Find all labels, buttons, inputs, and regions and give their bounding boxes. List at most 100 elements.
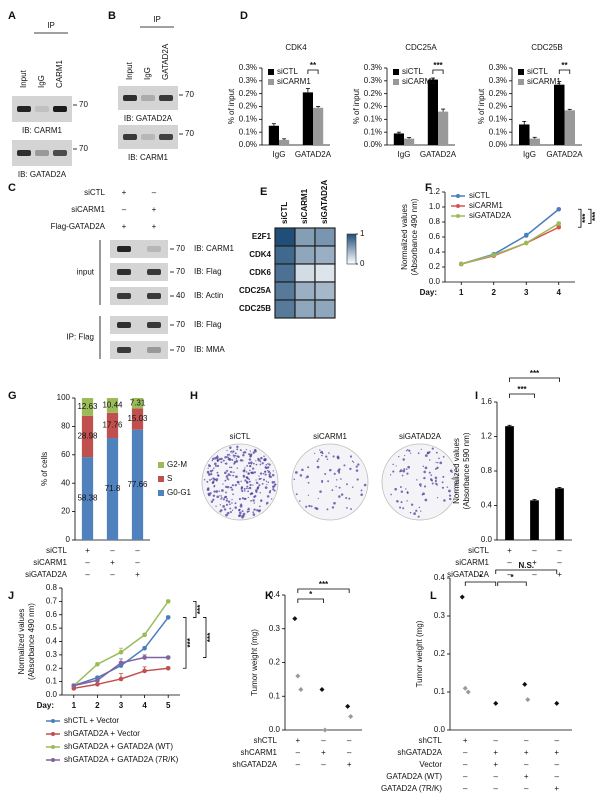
x-tick-label: IgG — [523, 150, 536, 159]
condition-sign: + — [135, 570, 140, 579]
blot — [110, 240, 168, 258]
sig-bracket — [464, 581, 497, 586]
row-label: CDK6 — [249, 268, 271, 277]
point — [523, 240, 529, 246]
colony — [420, 485, 422, 488]
x-tick-label: 1 — [72, 701, 77, 710]
point — [523, 233, 529, 238]
condition-sign: + — [493, 748, 498, 757]
colony — [216, 464, 220, 468]
bar — [529, 138, 540, 145]
condition-sign: – — [135, 546, 140, 555]
colony — [260, 499, 263, 502]
colony — [238, 497, 241, 501]
sig-bracket — [432, 69, 444, 74]
colony — [224, 456, 227, 459]
colony — [268, 470, 271, 473]
lane-label: Input — [125, 61, 134, 80]
y-axis-label: Normalized values — [452, 438, 461, 504]
colony — [428, 471, 431, 474]
colony — [402, 458, 405, 461]
heat-cell — [294, 245, 316, 265]
colony — [234, 502, 237, 505]
colony — [399, 506, 402, 509]
y-tick-label: 0.2 — [429, 262, 441, 271]
condition-name: GATAD2A (7R/K) — [381, 784, 442, 793]
bar — [519, 124, 530, 145]
colony — [255, 479, 257, 481]
colony — [240, 480, 242, 483]
legend-swatch — [518, 69, 524, 75]
colony — [268, 463, 271, 466]
point — [118, 649, 124, 655]
colony — [262, 472, 265, 475]
y-tick-label: 0.1% — [489, 127, 507, 136]
colony — [316, 465, 320, 469]
sig-label: *** — [196, 604, 205, 614]
y-tick-label: 0.1% — [364, 127, 382, 136]
colony — [244, 467, 246, 469]
colony — [238, 481, 240, 483]
panel-letter: K — [265, 590, 273, 602]
y-tick-label: 0.0% — [489, 140, 507, 149]
heat-cell — [314, 281, 336, 301]
bar-segment — [131, 408, 144, 430]
heat-cell — [274, 281, 296, 301]
colony — [258, 477, 261, 481]
colony — [252, 484, 254, 486]
colony — [418, 506, 421, 509]
value-label: 15.03 — [127, 414, 148, 423]
heat-cell — [314, 263, 336, 283]
row-label: E2F1 — [252, 232, 272, 241]
condition-sign: + — [347, 760, 352, 769]
colony — [423, 485, 427, 488]
x-tick-label: GATAD2A — [420, 150, 457, 159]
colony — [246, 481, 249, 484]
band — [17, 150, 31, 156]
point — [95, 677, 100, 683]
colony — [336, 479, 338, 481]
y-tick-label: 0.5 — [46, 623, 58, 632]
heat-cell — [274, 299, 296, 319]
condition-sign: – — [463, 760, 468, 769]
colony — [340, 478, 342, 480]
condition-sign: + — [321, 748, 326, 757]
colony — [315, 507, 319, 511]
plate-label: siCTL — [230, 432, 251, 441]
colony — [219, 504, 222, 506]
colony — [333, 472, 336, 475]
colony — [335, 485, 337, 488]
point — [142, 632, 147, 638]
legend-marker — [456, 204, 460, 208]
y-tick-label: 0.2% — [489, 102, 507, 111]
colony — [211, 469, 214, 471]
x-tick-label: 4 — [142, 701, 147, 710]
colony — [219, 510, 222, 513]
condition-sign: + — [524, 748, 529, 757]
colony — [226, 449, 228, 452]
sig-bracket — [183, 617, 187, 669]
colony — [255, 460, 257, 462]
colony — [424, 498, 428, 502]
colony — [243, 490, 246, 492]
colony — [216, 471, 219, 474]
colony — [253, 508, 256, 511]
point — [71, 683, 77, 688]
colony — [264, 466, 267, 469]
bar — [313, 107, 324, 145]
band — [35, 106, 49, 112]
colony — [424, 454, 428, 457]
colony — [271, 473, 275, 477]
y-tick-label: 0.0 — [269, 725, 281, 734]
point — [118, 660, 124, 666]
value-label: 12.63 — [77, 402, 98, 411]
bar — [393, 133, 404, 145]
condition-sign: + — [152, 205, 157, 214]
colony — [235, 459, 239, 463]
colony — [245, 471, 248, 473]
bar — [530, 500, 539, 540]
y-axis-label: Normalized values — [400, 204, 409, 270]
legend-marker — [51, 745, 55, 749]
colony — [268, 491, 272, 494]
y-axis-label: Tumor weight (mg) — [250, 629, 259, 696]
